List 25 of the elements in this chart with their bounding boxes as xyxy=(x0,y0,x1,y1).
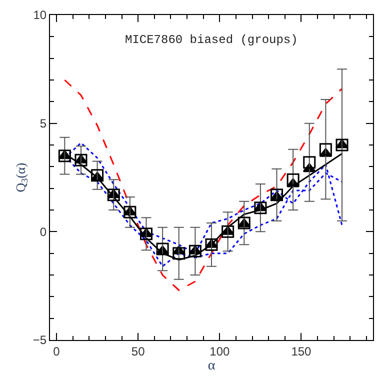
point xyxy=(205,238,218,251)
point xyxy=(58,150,71,162)
point xyxy=(319,143,332,156)
x-tick-label: 0 xyxy=(53,344,60,358)
point xyxy=(188,244,202,258)
point xyxy=(303,156,316,169)
x-axis-title: α xyxy=(208,358,216,374)
annotation: MICE7860 biased (groups) xyxy=(125,33,298,47)
point xyxy=(286,173,300,186)
x-tick-label: 50 xyxy=(131,344,146,358)
point xyxy=(172,247,186,260)
point xyxy=(107,188,120,202)
point xyxy=(74,154,88,166)
line-series xyxy=(64,79,343,291)
point xyxy=(222,225,234,238)
point xyxy=(124,206,136,218)
point xyxy=(140,228,152,240)
point xyxy=(254,202,267,214)
y-tick-label: 10 xyxy=(33,8,47,22)
x-tick-label: 100 xyxy=(210,344,230,358)
x-tick-label: 150 xyxy=(291,344,312,358)
point xyxy=(336,138,348,152)
y-tick-label: 5 xyxy=(40,116,47,131)
y-tick-label: 0 xyxy=(40,224,47,239)
y-tick-label: −5 xyxy=(32,333,47,348)
